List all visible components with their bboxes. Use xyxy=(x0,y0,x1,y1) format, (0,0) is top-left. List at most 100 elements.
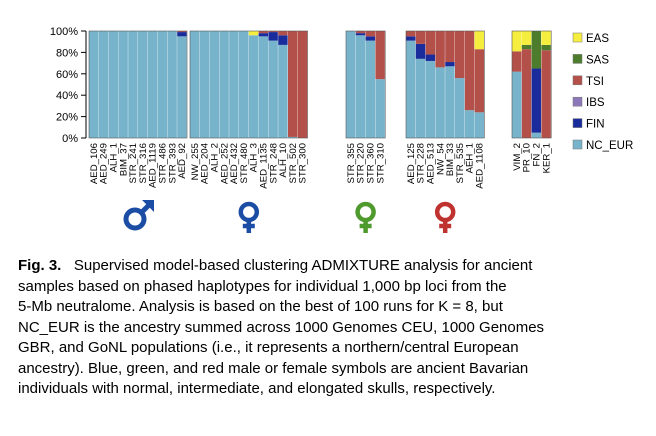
caption-line-3: 5-Mb neutralome. Analysis is based on th… xyxy=(18,298,503,315)
bar-label: STR_316 xyxy=(138,143,149,184)
bar-segment-fin xyxy=(425,54,436,61)
caption-line-7: individuals with normal, intermediate, a… xyxy=(18,380,496,397)
bar-label: STR_241 xyxy=(128,143,139,184)
legend-swatch xyxy=(572,118,583,128)
bar-segment-fin xyxy=(258,33,269,37)
bar-segment-nc_eur xyxy=(278,44,288,138)
y-tick-label: 20% xyxy=(56,112,78,124)
bar-label: AED_1119 xyxy=(148,143,159,188)
bar-segment-nc_eur xyxy=(445,66,455,138)
bar-segment-eas xyxy=(521,31,532,45)
bar-label: AED_204 xyxy=(200,142,211,184)
caption-figure-label: Fig. 3. xyxy=(18,257,62,274)
bar-label: KER_1 xyxy=(541,143,552,173)
bar-label: STR_393 xyxy=(167,143,178,184)
bar-segment-tsi xyxy=(365,31,376,37)
bar-segment-nc_eur xyxy=(147,31,158,138)
y-tick-label: 80% xyxy=(56,47,78,59)
bar-segment-tsi xyxy=(455,31,465,79)
bar-label: NW_54 xyxy=(435,142,446,175)
female-symbol-ring xyxy=(434,201,456,223)
bar-segment-tsi xyxy=(258,31,269,34)
bar-segment-nc_eur xyxy=(209,31,220,138)
bar-label: STR_310 xyxy=(375,143,386,184)
bar-segment-tsi xyxy=(541,50,551,139)
bar-segment-tsi xyxy=(297,31,308,138)
bar-label: AEH_1 xyxy=(465,143,476,173)
bar-segment-nc_eur xyxy=(138,31,148,138)
bar-segment-nc_eur xyxy=(268,40,278,138)
legend-swatch xyxy=(572,32,583,43)
bar-segment-sas xyxy=(521,44,532,50)
caption-text-1: Supervised model-based clustering ADMIXT… xyxy=(73,257,533,274)
bar-segment-fin xyxy=(278,35,288,45)
bar-label: STR_360 xyxy=(366,143,377,184)
legend-swatch xyxy=(572,54,583,64)
bar-segment-eas xyxy=(474,31,485,50)
bar-segment-nc_eur xyxy=(512,71,522,138)
bar-segment-nc_eur xyxy=(288,136,298,138)
bar-label: BIM_37 xyxy=(118,143,129,176)
bar-segment-nc_eur xyxy=(474,112,485,138)
legend-label: NC_EUR xyxy=(586,140,633,152)
bar-segment-nc_eur xyxy=(455,78,465,138)
male-symbol-icon xyxy=(123,200,154,231)
bar-label: AED_92 xyxy=(177,143,188,179)
bar-label: AED_513 xyxy=(426,143,437,184)
bar-segment-tsi xyxy=(512,51,522,72)
bar-segment-tsi xyxy=(288,31,298,137)
bar-segment-nc_eur xyxy=(464,110,475,138)
bar-segment-nc_eur xyxy=(128,31,138,138)
bar-segment-nc_eur xyxy=(365,40,376,138)
bar-segment-tsi xyxy=(177,31,187,33)
panel-frame xyxy=(345,30,386,139)
figure-caption: Fig. 3. Supervised model-based clusterin… xyxy=(18,256,644,400)
bar-segment-tsi xyxy=(355,31,366,34)
bar-segment-fin xyxy=(406,36,416,41)
female-symbol-icon xyxy=(434,201,456,233)
bar-segment-nc_eur xyxy=(239,31,249,138)
bar-label: STR_480 xyxy=(239,143,250,184)
y-tick-label: 0% xyxy=(62,133,78,145)
bar-segment-tsi xyxy=(474,49,485,113)
bar-segment-fin xyxy=(415,43,426,59)
admixture-chart: 0%20%40%60%80%100%AED_106AED_249ALH_1BIM… xyxy=(50,26,633,233)
bar-segment-eas xyxy=(248,31,259,36)
bar-segment-nc_eur xyxy=(406,40,416,138)
bar-segment-nc_eur xyxy=(89,31,99,138)
bar-segment-nc_eur xyxy=(118,31,128,138)
bar-segment-sas xyxy=(541,44,551,51)
caption-line-6: ancestry). Blue, green, and red male or … xyxy=(18,359,529,377)
bar-segment-nc_eur xyxy=(219,31,229,138)
female-symbol-ring xyxy=(238,201,260,223)
bar-segment-nc_eur xyxy=(375,79,385,138)
bar-segment-tsi xyxy=(435,31,445,68)
bar-segment-tsi xyxy=(375,31,385,80)
female-symbol-icon xyxy=(238,201,260,233)
bar-segment-nc_eur xyxy=(258,36,269,138)
bar-segment-eas xyxy=(512,31,522,52)
bar-label: ALH_3 xyxy=(249,143,260,172)
legend-label: TSI xyxy=(586,76,604,88)
bar-segment-fin xyxy=(531,68,542,133)
bar-label: STR_248 xyxy=(268,143,279,184)
panel-frame xyxy=(511,30,552,139)
bar-segment-fin xyxy=(177,32,187,37)
caption-line-4: NC_EUR is the ancestry summed across 100… xyxy=(18,318,545,336)
bar-segment-tsi xyxy=(445,31,455,63)
bar-segment-eas xyxy=(541,31,551,45)
bar-label: ALH_10 xyxy=(278,143,289,178)
caption-line-5: GBR, and GoNL populations (i.e., it repr… xyxy=(18,339,519,356)
bar-segment-nc_eur xyxy=(415,58,426,138)
bar-label: AED_125 xyxy=(406,143,417,184)
y-tick-label: 60% xyxy=(56,69,78,81)
bar-label: STR_486 xyxy=(158,143,169,184)
bar-label: STR_355 xyxy=(346,143,357,184)
caption-line-2: samples based on phased haplotypes for i… xyxy=(18,277,507,295)
bar-segment-nc_eur xyxy=(199,31,210,138)
bar-segment-nc_eur xyxy=(98,31,109,138)
bar-segment-nc_eur xyxy=(531,132,542,138)
bar-label: ALH_2 xyxy=(210,143,221,172)
bar-label: BIM_33 xyxy=(445,143,456,176)
bar-label: PR_10 xyxy=(522,143,533,172)
